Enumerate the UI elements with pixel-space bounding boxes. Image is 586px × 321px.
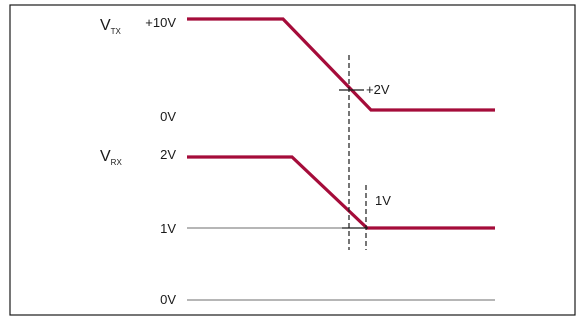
rx-ground-level-label: 0V (160, 292, 176, 307)
tx-signal-sub: TX (111, 27, 122, 36)
rx-signal-sub: RX (111, 158, 123, 167)
tx-low-level-label: 0V (160, 109, 176, 124)
tx-signal-main: V (100, 17, 111, 34)
tx-signal-label: VTX (100, 17, 122, 36)
rx-threshold-level-label: 1V (160, 221, 176, 236)
rx-signal-main: V (100, 148, 111, 165)
rx-threshold-label: 1V (375, 193, 391, 208)
rx-high-level-label: 2V (160, 147, 176, 162)
tx-threshold-label: +2V (366, 82, 390, 97)
tx-high-level-label: +10V (145, 15, 176, 30)
diagram-frame (9, 4, 576, 316)
rx-waveform (187, 155, 495, 230)
rx-signal-label: VRX (100, 148, 122, 167)
tx-waveform (187, 17, 495, 112)
